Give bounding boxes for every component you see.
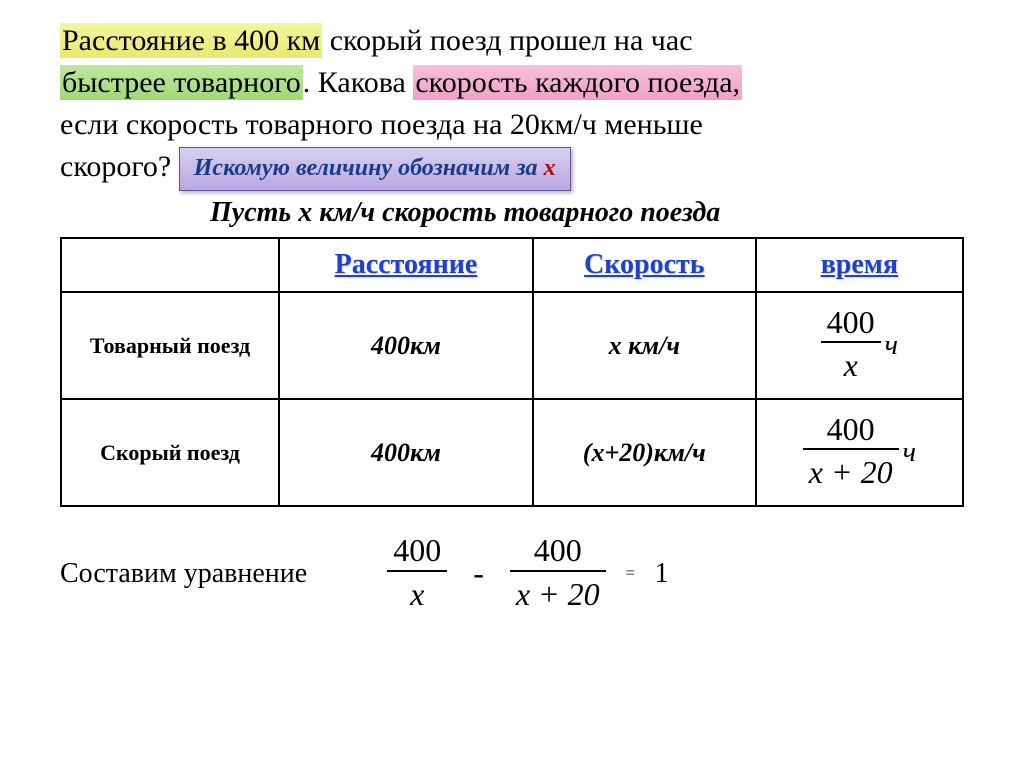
equation-line: Составим уравнение 400 x - 400 x + 20 = … [60, 531, 964, 616]
fraction: 400 x [821, 303, 881, 388]
equation-rhs: 1 [655, 558, 669, 590]
cell-time: 400 x + 20 ч [756, 399, 963, 506]
equation-fraction-2: 400 x + 20 [510, 531, 606, 616]
solution-table: Расстояние Скорость время Товарный поезд… [60, 237, 964, 507]
equation-fraction-1: 400 x [387, 531, 447, 616]
cell-distance: 400км [279, 399, 533, 506]
table-row: Скорый поезд 400км (х+20)км/ч 400 x + 20… [61, 399, 963, 506]
equation-label: Составим уравнение [60, 558, 307, 590]
cell-speed: х км/ч [533, 292, 756, 399]
row-label-express: Скорый поезд [61, 399, 279, 506]
cell-time: 400 x ч [756, 292, 963, 399]
highlight-faster: быстрее товарного [60, 65, 303, 100]
table-header-row: Расстояние Скорость время [61, 238, 963, 292]
minus-sign: - [467, 555, 490, 592]
col-time: время [756, 238, 963, 292]
cell-speed: (х+20)км/ч [533, 399, 756, 506]
table-row: Товарный поезд 400км х км/ч 400 x ч [61, 292, 963, 399]
highlight-question: скорость каждого поезда, [413, 65, 742, 100]
problem-statement: Расстояние в 400 км скорый поезд прошел … [60, 20, 964, 191]
callout-box: Искомую величину обозначим за x [179, 147, 571, 191]
col-blank [61, 238, 279, 292]
col-distance: Расстояние [279, 238, 533, 292]
assumption-line: Пусть х км/ч скорость товарного поезда [210, 197, 964, 229]
cell-distance: 400км [279, 292, 533, 399]
col-speed: Скорость [533, 238, 756, 292]
fraction: 400 x + 20 [803, 410, 899, 495]
highlight-distance: Расстояние в 400 км [60, 23, 322, 58]
equals-sign: = [626, 565, 635, 583]
row-label-freight: Товарный поезд [61, 292, 279, 399]
